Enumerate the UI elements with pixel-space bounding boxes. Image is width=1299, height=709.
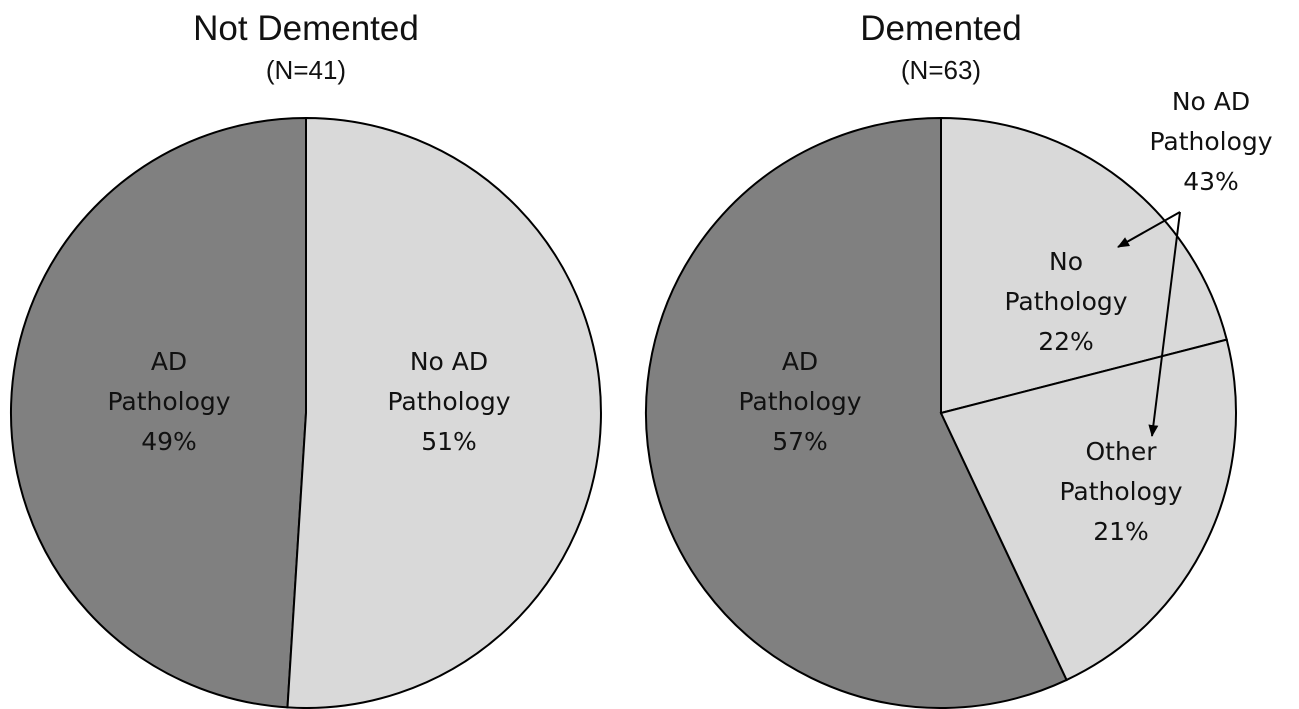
slice-label-line: Pathology bbox=[1004, 287, 1127, 316]
chart-title: Demented bbox=[860, 9, 1021, 48]
slice-label-line: Pathology bbox=[738, 387, 861, 416]
pie-slice bbox=[940, 116, 1228, 415]
slice-label-line: 49% bbox=[141, 427, 197, 456]
slice-label: Other Pathology 21% bbox=[1059, 437, 1182, 546]
annotation-label: No AD Pathology 43% bbox=[1149, 87, 1272, 196]
annotation-arrow bbox=[1148, 211, 1181, 437]
slice-label-line: Pathology bbox=[387, 387, 510, 416]
annotation-label-line: Pathology bbox=[1149, 127, 1272, 156]
pie-slice bbox=[645, 116, 1068, 709]
slice-label: No AD Pathology 51% bbox=[387, 347, 510, 456]
slice-label-line: 21% bbox=[1093, 517, 1149, 546]
slice-label: No Pathology 22% bbox=[1004, 247, 1127, 356]
annotation-label-line: No AD bbox=[1172, 87, 1250, 116]
slice-label-line: Pathology bbox=[1059, 477, 1182, 506]
slice-label-line: No bbox=[1049, 247, 1083, 276]
annotation-label-line: 43% bbox=[1183, 167, 1239, 196]
chart-title: Not Demented bbox=[193, 9, 419, 48]
chart-subtitle: (N=41) bbox=[266, 55, 346, 85]
pie-chart-1: AD Pathology 49% No AD Pathology 51% Not Demen… bbox=[10, 9, 602, 709]
slice-label-line: 57% bbox=[772, 427, 828, 456]
chart-subtitle: (N=63) bbox=[901, 55, 981, 85]
annotation-arrow bbox=[1117, 211, 1181, 248]
slice-label-line: AD bbox=[151, 347, 187, 376]
slice-label: AD Pathology 49% bbox=[107, 347, 230, 456]
slice-label-line: 51% bbox=[421, 427, 477, 456]
slice-label: AD Pathology 57% bbox=[738, 347, 861, 456]
slice-label-line: Pathology bbox=[107, 387, 230, 416]
pie-slice bbox=[286, 116, 602, 709]
slice-label-line: AD bbox=[782, 347, 818, 376]
pie-slice bbox=[10, 116, 307, 709]
pie-chart-2: AD Pathology 57% Other Pathology 21% No Patholo… bbox=[645, 9, 1273, 709]
slice-label-line: Other bbox=[1086, 437, 1158, 466]
slice-label-line: 22% bbox=[1038, 327, 1094, 356]
slice-label-line: No AD bbox=[410, 347, 488, 376]
pie-slice bbox=[939, 338, 1237, 682]
